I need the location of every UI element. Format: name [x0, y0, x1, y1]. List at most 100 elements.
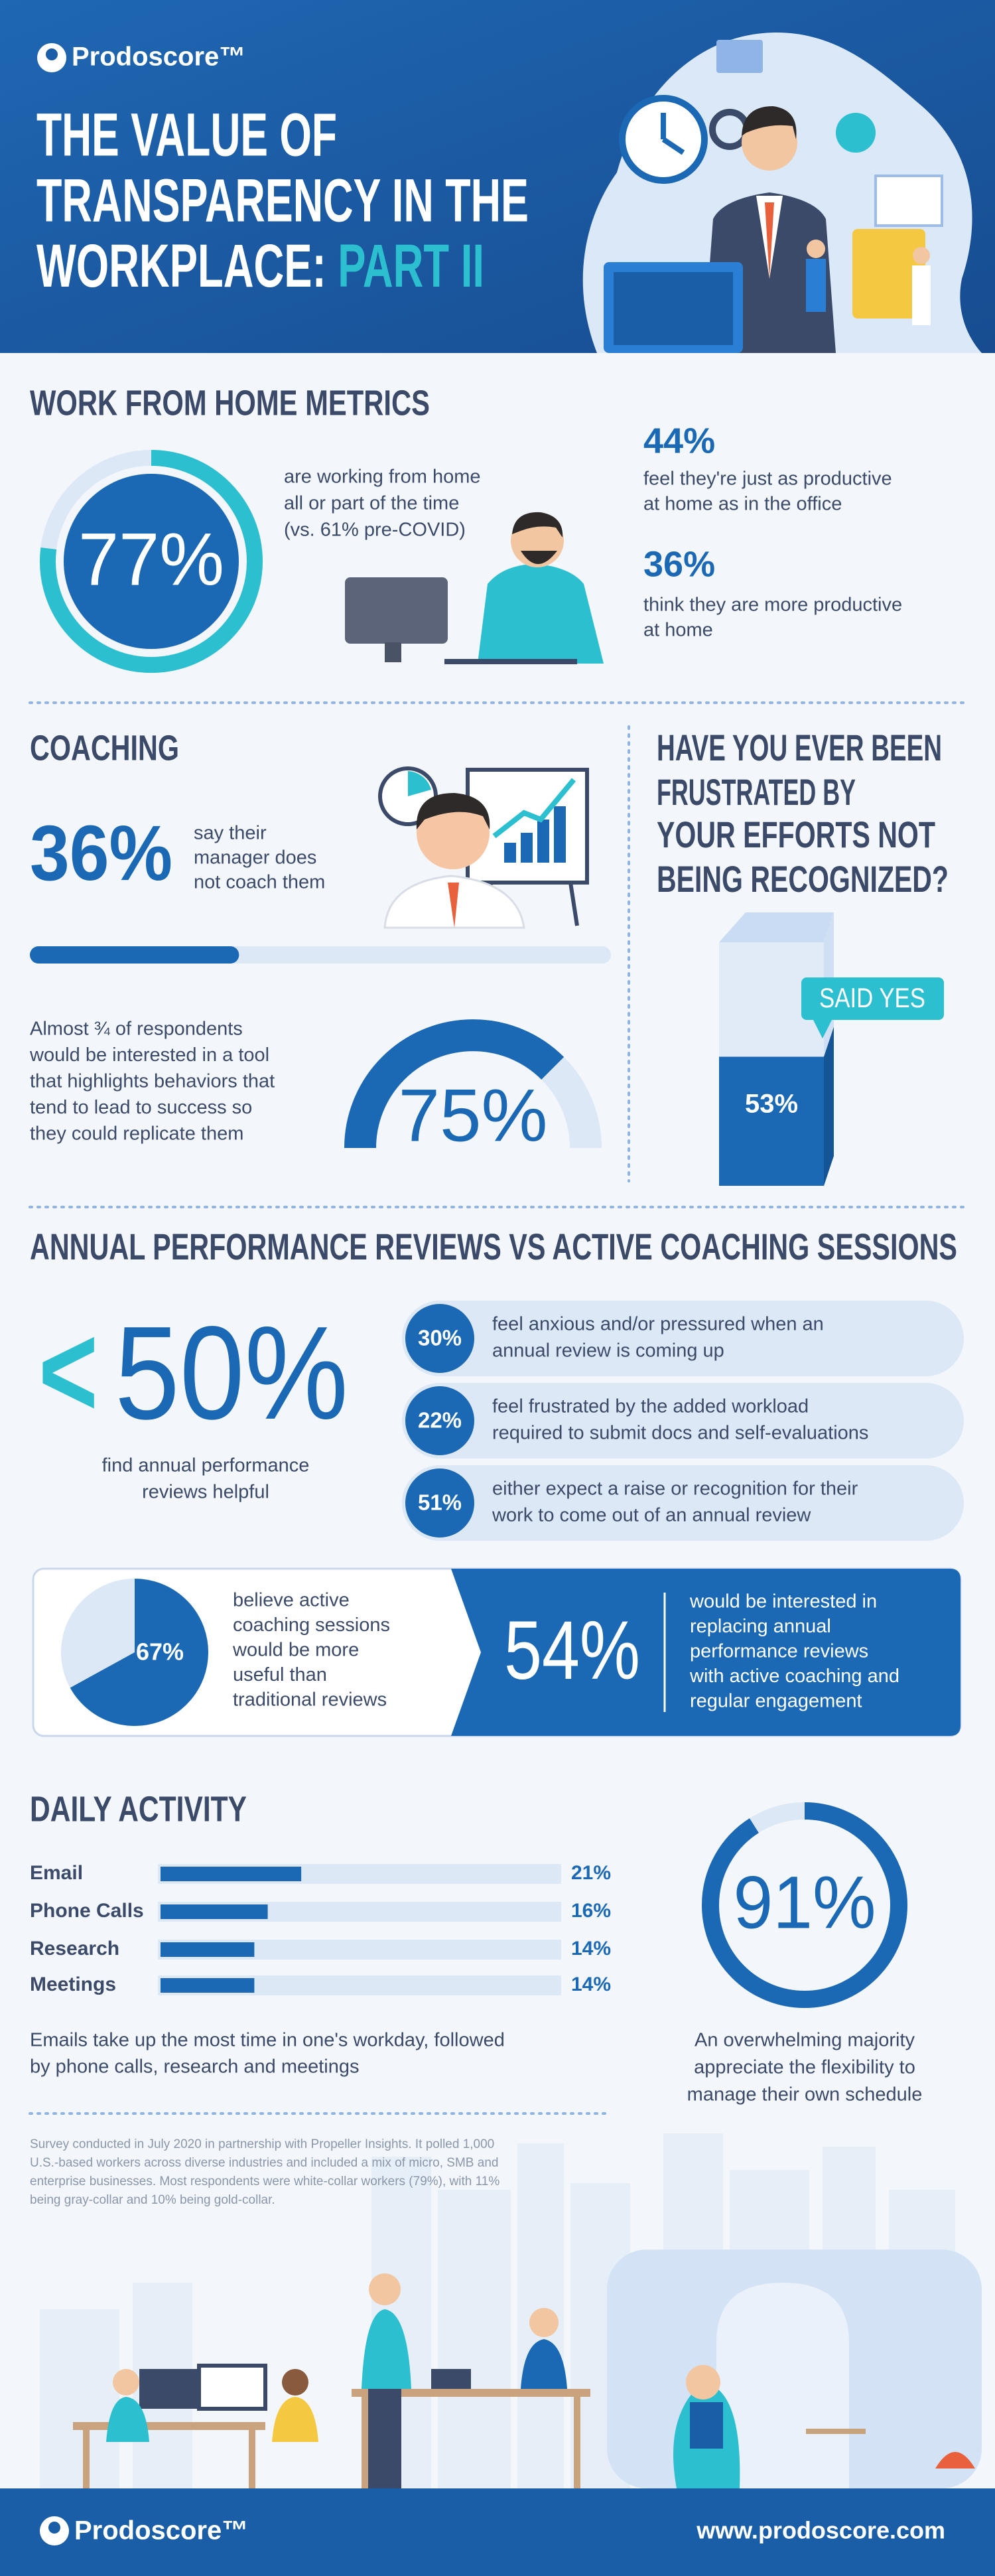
reviews-text: reviews helpful — [142, 1482, 269, 1503]
office-illustration — [40, 2133, 982, 2488]
header-title-line: THE VALUE OF — [36, 101, 337, 169]
coaching-bar — [30, 946, 239, 964]
interest-text: performance reviews — [690, 1641, 868, 1662]
review-value: 22% — [418, 1408, 462, 1433]
pie-slice — [70, 1579, 208, 1726]
footnote: U.S.-based workers across diverse indust… — [30, 2156, 498, 2170]
footnote: being gray-collar and 10% being gold-col… — [30, 2193, 275, 2207]
review-text: work to come out of an annual review — [492, 1505, 811, 1526]
interest-text: replacing annual — [690, 1616, 831, 1637]
review-badge — [405, 1386, 474, 1455]
wfh-text: (vs. 61% pre-COVID) — [284, 520, 466, 541]
wfh-stat-value: 44% — [643, 421, 715, 461]
header-title-text: WORKPLACE: — [36, 232, 338, 300]
interest-value: 54% — [504, 1605, 640, 1697]
wfh-ring — [40, 450, 263, 673]
header-illustration — [582, 33, 982, 354]
section-title: DAILY ACTIVITY — [30, 1789, 247, 1829]
flex-text: An overwhelming majority — [695, 2030, 915, 2051]
interest-text: would be interested in — [689, 1591, 877, 1612]
flex-text: manage their own schedule — [687, 2084, 923, 2106]
section-title: FRUSTRATED BY — [657, 771, 856, 813]
tool-text: Almost ¾ of respondents — [30, 1019, 243, 1040]
activity-value: 14% — [571, 1938, 611, 1960]
less-than: < — [38, 1297, 98, 1445]
flex-text: appreciate the flexibility to — [694, 2057, 915, 2078]
footnote: Survey conducted in July 2020 in partner… — [30, 2137, 494, 2151]
active-text: believe active — [233, 1590, 350, 1611]
flex-ring — [702, 1802, 907, 2008]
tool-text: they could replicate them — [30, 1123, 243, 1145]
activity-bar — [161, 1904, 268, 1919]
section-title: COACHING — [30, 728, 179, 768]
wfh-text: all or part of the time — [284, 493, 459, 514]
review-text: either expect a raise or recognition for… — [492, 1478, 858, 1500]
gauge-value: 75% — [399, 1074, 548, 1157]
daily-text: by phone calls, research and meetings — [30, 2056, 360, 2078]
tool-text: tend to lead to success so — [30, 1097, 252, 1118]
header-logo: Prodoscore™ — [72, 42, 245, 72]
section-title: YOUR EFFORTS NOT — [657, 814, 935, 855]
wfh-stat-text: think they are more productive — [643, 595, 902, 616]
wfh-disc — [64, 474, 239, 649]
active-text: coaching sessions — [233, 1614, 390, 1636]
section-title: BEING RECOGNIZED? — [657, 858, 949, 900]
tag-pointer — [813, 1019, 832, 1038]
section-title: ANNUAL PERFORMANCE REVIEWS VS ACTIVE COA… — [30, 1226, 957, 1267]
activity-label: Research — [30, 1938, 119, 1960]
cylinder-top — [719, 912, 834, 942]
activity-value: 16% — [571, 1900, 611, 1922]
review-text: annual review is coming up — [492, 1340, 724, 1362]
review-text: feel frustrated by the added workload — [492, 1396, 809, 1417]
coaching-value: 36% — [30, 810, 172, 897]
coaching-text: manager does — [194, 847, 316, 869]
activity-bar — [161, 1978, 255, 1993]
wfh-stat-text: feel they're just as productive — [643, 468, 892, 490]
wfh-stat-value: 36% — [643, 544, 715, 584]
activity-value: 14% — [571, 1973, 611, 1995]
tool-text: that highlights behaviors that — [30, 1071, 275, 1092]
wfh-stat-text: at home as in the office — [643, 494, 842, 515]
footer-background — [0, 2488, 995, 2576]
review-text: required to submit docs and self-evaluat… — [492, 1423, 868, 1444]
tool-text: would be interested in a tool — [29, 1044, 269, 1066]
tag — [801, 977, 944, 1020]
review-badge — [405, 1304, 474, 1373]
activity-label: Email — [30, 1862, 83, 1884]
footnote: enterprise businesses. Most respondents … — [30, 2175, 499, 2188]
review-badge — [405, 1468, 474, 1538]
activity-value: 21% — [571, 1862, 611, 1884]
recognition-value: 53% — [745, 1090, 798, 1119]
section-title: HAVE YOU EVER BEEN — [657, 727, 942, 768]
activity-label: Phone Calls — [30, 1900, 144, 1922]
flex-value: 91% — [734, 1861, 876, 1944]
footer-logo: Prodoscore™ — [74, 2516, 248, 2545]
interest-text: with active coaching and — [689, 1666, 899, 1687]
review-value: 51% — [418, 1490, 462, 1515]
activity-bar — [161, 1867, 302, 1881]
wfh-stat-text: at home — [643, 620, 713, 641]
header-title-line: WORKPLACE: PART II — [36, 232, 484, 300]
header-title-highlight: PART II — [338, 232, 484, 300]
reviews-value: 50% — [115, 1299, 348, 1447]
active-text: useful than — [233, 1664, 327, 1685]
active-text: would be more — [232, 1640, 359, 1661]
review-text: feel anxious and/or pressured when an — [492, 1314, 824, 1335]
cylinder-fill — [719, 1056, 824, 1186]
logo-icon-inner — [46, 48, 58, 60]
review-value: 30% — [418, 1326, 462, 1350]
reviews-text: find annual performance — [102, 1455, 310, 1476]
review-pill — [402, 1465, 964, 1541]
wfh-illustration — [345, 512, 604, 664]
review-pill — [402, 1383, 964, 1459]
activity-label: Meetings — [30, 1973, 116, 1995]
header-title-line: TRANSPARENCY IN THE — [36, 167, 529, 234]
tag-text: SAID YES — [819, 982, 925, 1013]
pie-value: 67% — [136, 1638, 184, 1666]
cylinder-fill-side — [824, 1027, 834, 1186]
footer-url: www.prodoscore.com — [696, 2517, 945, 2544]
interest-text: regular engagement — [690, 1691, 862, 1712]
footer-logo-icon-inner — [48, 2522, 60, 2534]
wfh-value: 77% — [78, 518, 224, 601]
